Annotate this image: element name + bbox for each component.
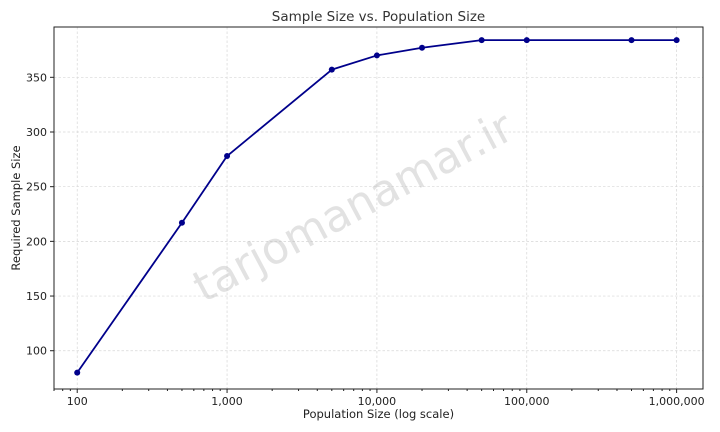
x-tick-label: 10,000 (358, 395, 397, 408)
chart-title: Sample Size vs. Population Size (272, 9, 485, 25)
data-point (373, 52, 380, 59)
y-tick-label: 350 (26, 71, 47, 84)
plot-frame (53, 26, 704, 390)
series (74, 37, 680, 376)
data-point (478, 37, 485, 44)
data-point (224, 153, 231, 160)
y-axis-label: Required Sample Size (9, 145, 23, 270)
y-tick-label: 200 (26, 235, 47, 248)
data-point (74, 369, 81, 376)
y-tick-label: 250 (26, 181, 47, 194)
x-tick-label: 100 (67, 395, 88, 408)
data-point (328, 66, 335, 73)
x-tick-label: 100,000 (504, 395, 550, 408)
series-line (76, 39, 677, 374)
data-point (178, 219, 185, 226)
data-point (673, 37, 680, 44)
axis-ticks: 100 1,000 10,000 100,000 1,000,000 100 150 200 2… (26, 71, 705, 408)
data-point (523, 37, 530, 44)
x-tick-label: 1,000,000 (649, 395, 705, 408)
y-tick-label: 300 (26, 126, 47, 139)
x-tick-label: 1,000 (211, 395, 243, 408)
y-tick-label: 100 (26, 345, 47, 358)
y-tick-label: 150 (26, 290, 47, 303)
data-point (419, 44, 426, 51)
watermark: tarjomanamar.ir (185, 101, 523, 313)
x-axis-label: Population Size (log scale) (303, 407, 454, 421)
data-point (628, 37, 635, 44)
grid (54, 27, 703, 389)
